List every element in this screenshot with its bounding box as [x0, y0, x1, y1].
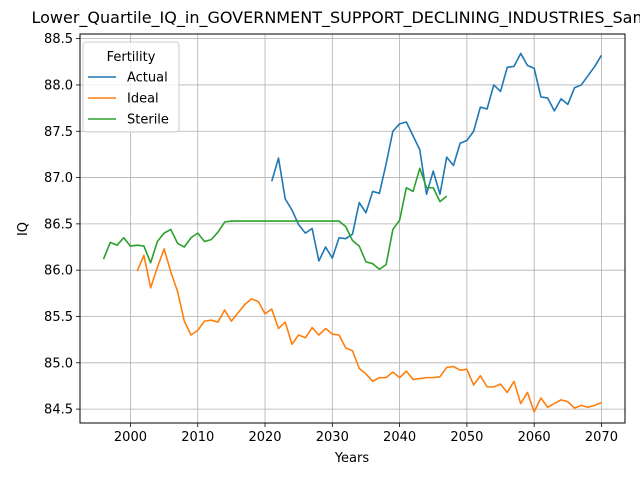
- legend-label-ideal: Ideal: [127, 92, 159, 107]
- legend-box: [82, 41, 180, 133]
- series-line-sterile: [102, 167, 448, 271]
- series-line-ideal: [136, 248, 602, 413]
- x-tick-label: 2000: [114, 430, 147, 445]
- y-tick-label: 88.5: [44, 32, 73, 47]
- legend: Fertility Actual Ideal Sterile: [82, 41, 180, 133]
- y-tick-label: 86.0: [44, 264, 73, 279]
- y-tick-label: 85.0: [44, 356, 73, 371]
- x-tick-label: 2070: [585, 430, 618, 445]
- series-line-actual: [270, 52, 603, 262]
- legend-label-actual: Actual: [127, 71, 168, 86]
- plot-frame: [79, 33, 626, 424]
- x-tick-label: 2050: [450, 430, 483, 445]
- grid-layer: [80, 34, 625, 423]
- series-layer: [102, 52, 603, 413]
- legend-title: Fertility: [107, 50, 156, 65]
- x-tick-label: 2030: [316, 430, 349, 445]
- x-axis-label: Years: [334, 451, 370, 466]
- x-tick-label: 2010: [181, 430, 214, 445]
- y-tick-label: 86.5: [44, 217, 73, 232]
- x-tick-label: 2020: [248, 430, 281, 445]
- x-tick-label: 2060: [518, 430, 551, 445]
- y-tick-label: 87.5: [44, 125, 73, 140]
- y-tick-label: 88.0: [44, 78, 73, 93]
- y-tick-label: 87.0: [44, 171, 73, 186]
- chart-title: Lower_Quartile_IQ_in_GOVERNMENT_SUPPORT_…: [32, 8, 640, 28]
- legend-label-sterile: Sterile: [127, 113, 169, 128]
- y-tick-label: 85.5: [44, 310, 73, 325]
- x-tick-label: 2040: [383, 430, 416, 445]
- tick-layer: 2000 2010 2020 2030 2040 2050 2060 2070 84.5 85.0…: [44, 32, 618, 445]
- y-axis-label: IQ: [16, 222, 31, 236]
- y-tick-label: 84.5: [44, 403, 73, 418]
